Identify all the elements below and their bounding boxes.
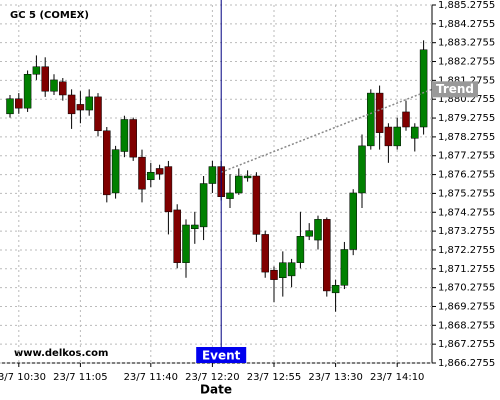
y-tick-label: 1,881.2755	[438, 75, 495, 86]
candle-body	[419, 49, 428, 128]
y-tick-label: 1,882.2755	[438, 57, 495, 68]
y-tick-label: 1,873.2755	[438, 226, 495, 237]
candle-body	[103, 130, 111, 196]
candle-body	[261, 234, 269, 273]
candle-body	[367, 92, 375, 147]
candle-body	[164, 166, 173, 213]
candle-body	[147, 171, 155, 181]
y-tick-label: 1,872.2755	[438, 245, 495, 256]
candle-body	[305, 230, 313, 237]
candle-body	[296, 236, 305, 263]
x-tick-label: 23/7 12:55	[247, 372, 301, 383]
y-tick-label: 1,867.2755	[438, 339, 495, 350]
candle-body	[59, 81, 67, 96]
candle-body	[243, 175, 252, 179]
candle-body	[155, 168, 164, 175]
candle-body	[323, 219, 331, 292]
y-tick-label: 1,877.2755	[438, 151, 495, 162]
candle-body	[32, 66, 41, 75]
y-tick-label: 1,869.2755	[438, 301, 495, 312]
candle-body	[331, 285, 340, 294]
candle-body	[85, 96, 93, 111]
candle-body	[375, 92, 384, 133]
y-tick-label: 1,871.2755	[438, 264, 495, 275]
candle-body	[279, 262, 287, 278]
candle-body	[6, 98, 14, 115]
candle-body	[15, 98, 23, 109]
trend-line	[220, 88, 433, 173]
y-tick-label: 1,875.2755	[438, 188, 495, 199]
x-tick-label: 23/7 12:20	[185, 372, 239, 383]
candle-body	[226, 192, 234, 199]
candle-body	[199, 183, 208, 228]
candle-body	[129, 119, 137, 158]
candle-body	[50, 79, 58, 92]
x-tick-label: 23/7 10:30	[0, 372, 46, 383]
y-tick-label: 1,866.2755	[438, 358, 495, 369]
candle-body	[393, 126, 401, 147]
candle-body	[287, 262, 296, 277]
candle-body	[23, 74, 32, 109]
candle-body	[67, 94, 76, 115]
candle-body	[191, 224, 199, 230]
y-tick-label: 1,880.2755	[438, 94, 495, 105]
x-tick-label: 23/7 14:10	[370, 372, 424, 383]
y-tick-label: 1,876.2755	[438, 170, 495, 181]
candle-body	[358, 145, 366, 194]
candle-body	[208, 166, 217, 184]
candle-body	[76, 104, 85, 111]
y-tick-label: 1,885.2755	[438, 0, 495, 11]
y-tick-label: 1,874.2755	[438, 207, 495, 218]
candle-body	[111, 149, 120, 194]
x-tick-label: 23/7 11:40	[124, 372, 178, 383]
y-tick-label: 1,870.2755	[438, 283, 495, 294]
candle-body	[384, 126, 393, 147]
y-tick-label: 1,868.2755	[438, 320, 495, 331]
candle-body	[120, 119, 129, 152]
candle-body	[270, 269, 278, 280]
y-tick-label: 1,878.2755	[438, 132, 495, 143]
y-tick-label: 1,884.2755	[438, 19, 495, 30]
candle-body	[349, 192, 357, 250]
trend-label: Trend	[436, 82, 474, 96]
x-axis-label: Date	[200, 383, 232, 397]
candle-body	[252, 175, 261, 235]
event-label-box	[196, 347, 247, 363]
x-tick-label: 23/7 13:30	[308, 372, 362, 383]
candle-body	[314, 219, 322, 241]
y-tick-label: 1,883.2755	[438, 38, 495, 49]
x-tick-label: 23/7 11:05	[53, 372, 107, 383]
candle-body	[340, 249, 349, 286]
event-label: Event	[202, 349, 241, 363]
candle-body	[235, 175, 243, 194]
candle-body	[173, 209, 181, 263]
candle-body	[94, 96, 102, 132]
watermark: www.delkos.com	[14, 348, 108, 359]
chart-title: GC 5 (COMEX)	[10, 10, 89, 21]
trend-label-box	[432, 81, 478, 98]
candle-body	[41, 66, 49, 92]
candle-body	[182, 224, 190, 263]
candle-body	[402, 111, 410, 128]
y-tick-label: 1,879.2755	[438, 113, 495, 124]
candle-body	[138, 156, 146, 190]
candle-body	[411, 126, 419, 139]
